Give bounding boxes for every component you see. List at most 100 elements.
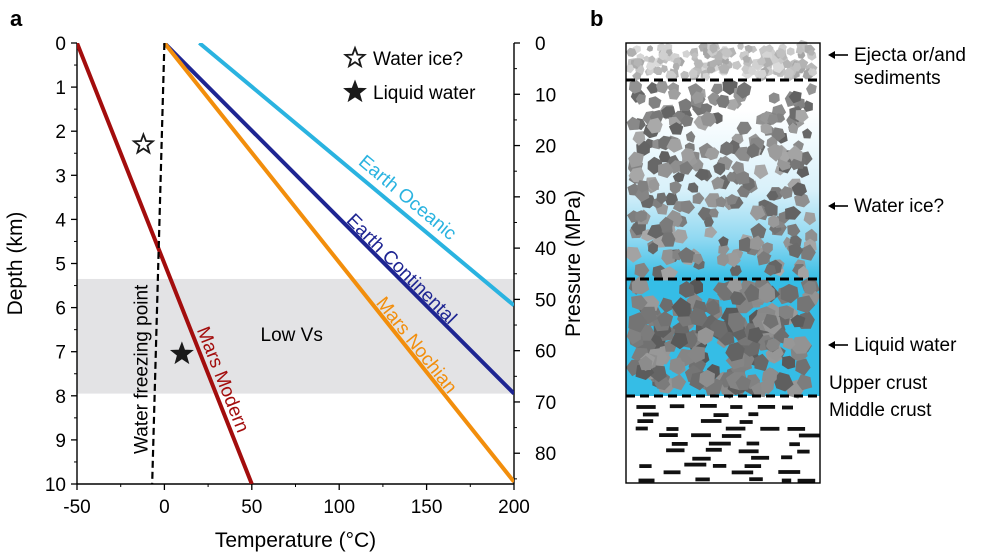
y2-tick-label: 10 (535, 85, 556, 106)
middle-crust-dash (708, 441, 731, 446)
y-tick-label: 8 (55, 387, 66, 408)
rubble-fragment (750, 222, 767, 240)
middle-crust-dash (695, 477, 710, 482)
rubble-fragment (626, 47, 637, 57)
rubble-fragment (802, 128, 812, 139)
middle-crust-dash (746, 441, 760, 446)
rubble-fragment (671, 297, 691, 317)
y2-tick-label: 70 (535, 393, 556, 414)
middle-crust-dash (748, 412, 759, 417)
rubble-fragment (648, 96, 662, 109)
rubble-fragment (749, 235, 765, 251)
rubble-fragment (754, 353, 769, 372)
y2-tick-label: 0 (535, 34, 546, 55)
column-border (625, 42, 821, 484)
middle-crust-dash (781, 455, 793, 460)
middle-crust-dash (637, 419, 654, 423)
rubble-fragment (671, 229, 688, 244)
rubble-fragment (786, 47, 795, 56)
rubble-fragment (785, 206, 802, 220)
y-tick-label: 10 (45, 475, 66, 496)
rubble-fragment (631, 295, 648, 311)
rubble-fragment (744, 283, 760, 303)
water-freezing-point-label: Water freezing point (131, 284, 152, 454)
rubble-fragment (669, 181, 682, 195)
rubble-fragment (686, 346, 705, 364)
rubble-fragment (725, 342, 745, 362)
y-tick-label: 9 (55, 431, 66, 452)
rubble-fragment (680, 114, 694, 127)
y-tick-label: 1 (55, 78, 66, 99)
rubble-fragment (632, 71, 642, 81)
rubble-fragment (718, 63, 731, 74)
rubble-fragment (697, 206, 712, 221)
middle-crust-dash (782, 405, 793, 410)
middle-crust-dash (797, 478, 816, 483)
rubble-fragment (626, 116, 641, 131)
rubble-fragment (711, 176, 725, 190)
x-tick-label: 200 (498, 497, 530, 518)
rubble-fragment (802, 100, 813, 112)
rubble-fragment (737, 42, 744, 50)
middle-crust-dash (684, 462, 707, 467)
rubble-fragment (726, 252, 741, 268)
rubble-fragment (756, 57, 766, 66)
panel-a-markers (131, 131, 194, 365)
middle-crust-dash (691, 433, 711, 438)
middle-crust-dash (797, 449, 810, 454)
rubble-fragment (679, 281, 695, 298)
legend-label: Water ice? (373, 49, 463, 70)
rubble-fragment (648, 242, 659, 255)
y-tick-label: 5 (55, 255, 66, 276)
rubble-fragment (757, 251, 772, 266)
rubble-fragment (789, 158, 801, 171)
rubble-fragment (634, 262, 650, 279)
y2-axis-title: Pressure (MPa) (562, 190, 585, 337)
rubble-fragment (792, 62, 802, 72)
water-freezing-point-line (151, 43, 166, 484)
rubble-fragment (646, 82, 659, 94)
rubble-fragment (646, 45, 654, 52)
x-axis-title: Temperature (°C) (215, 529, 376, 552)
rubble-fragment (730, 291, 747, 306)
rubble-fragment (729, 264, 742, 276)
y2-tick-label: 40 (535, 239, 556, 260)
rubble-fragment (797, 295, 816, 314)
rubble-fragment (654, 67, 663, 75)
rubble-fragment (701, 103, 713, 115)
rubble-fragment (635, 210, 648, 223)
rubble-fragment (716, 252, 729, 267)
middle-crust-dash (781, 478, 792, 483)
rubble-fragment (788, 242, 804, 259)
panel-b-label: b (590, 6, 603, 31)
rubble-fragment (795, 45, 804, 55)
rubble-fragment (680, 200, 695, 214)
rubble-fragment (703, 217, 714, 227)
middle-crust-dash (738, 449, 759, 454)
y-tick-label: 0 (55, 34, 66, 55)
middle-crust-label: Middle crust (829, 400, 932, 421)
middle-crust-dash (666, 427, 679, 431)
rubble-fragment (646, 117, 663, 134)
middle-crust-dash (666, 448, 685, 453)
rubble-fragment (666, 138, 683, 153)
rubble-fragment (647, 223, 665, 239)
rubble-fragment (658, 162, 674, 179)
rubble-fragment (786, 145, 803, 162)
liquid-water-legend-icon (343, 79, 367, 103)
rubble-fragment (709, 208, 719, 218)
middle-crust-dash (635, 426, 648, 431)
rubble-fragment (766, 338, 781, 353)
rubble-fragment (705, 299, 720, 317)
ejecta-label-line2: sediments (854, 68, 941, 89)
rubble-fragment (650, 365, 667, 383)
rubble-fragment (768, 214, 780, 228)
rubble-fragment (648, 178, 660, 191)
rubble-fragment (726, 171, 737, 182)
rubble-fragment (628, 312, 648, 333)
rubble-fragment (810, 68, 817, 77)
liquid-water-label: Liquid water (854, 335, 957, 356)
y2-tick-label: 30 (535, 188, 556, 209)
rubble-fragment (670, 332, 689, 350)
